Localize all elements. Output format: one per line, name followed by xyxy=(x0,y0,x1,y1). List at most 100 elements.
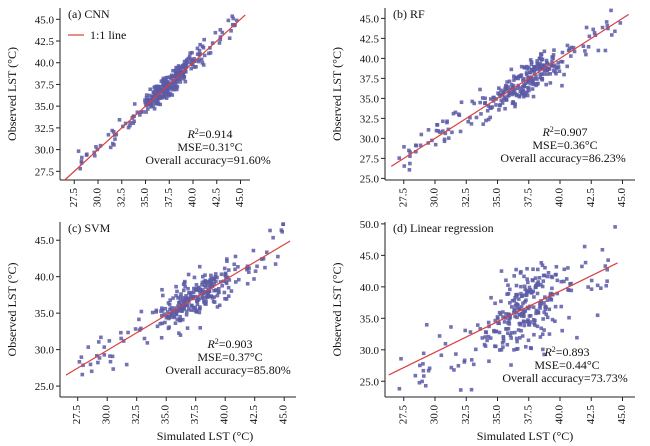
scatter-point xyxy=(507,90,511,95)
scatter-point xyxy=(170,87,174,92)
scatter-point xyxy=(169,312,174,317)
scatter-point xyxy=(426,368,431,373)
scatter-point xyxy=(519,328,523,333)
scatter-point xyxy=(509,305,514,309)
scatter-point xyxy=(478,87,482,92)
fit-line xyxy=(390,13,630,167)
x-tick-label: 27.5 xyxy=(397,188,409,208)
scatter-point xyxy=(426,128,431,132)
scatter-point xyxy=(500,101,505,105)
scatter-point xyxy=(499,299,503,304)
scatter-point xyxy=(443,341,448,346)
scatter-point xyxy=(562,72,566,77)
scatter-point xyxy=(566,266,570,270)
scatter-point xyxy=(468,330,473,334)
x-tick-label: 37.5 xyxy=(163,188,175,208)
scatter-point xyxy=(133,327,138,331)
scatter-point xyxy=(484,118,488,123)
scatter-point xyxy=(547,67,552,71)
scatter-point xyxy=(603,48,608,53)
scatter-point xyxy=(613,225,617,229)
scatter-point xyxy=(531,305,536,309)
scatter-point xyxy=(226,268,231,272)
scatter-point xyxy=(483,335,488,339)
x-tick-label: 35.0 xyxy=(139,188,151,208)
scatter-point xyxy=(496,321,500,325)
scatter-point xyxy=(443,131,448,136)
scatter-point xyxy=(499,92,504,97)
scatter-point xyxy=(108,359,113,364)
scatter-point xyxy=(162,90,166,94)
scatter-point xyxy=(548,81,553,85)
scatter-point xyxy=(510,298,515,303)
scatter-point xyxy=(520,89,525,94)
scatter-point xyxy=(438,130,442,135)
scatter-point xyxy=(194,283,199,287)
scatter-point xyxy=(535,59,539,63)
scatter-point xyxy=(584,25,589,30)
scatter-point xyxy=(198,291,202,295)
scatter-point xyxy=(187,297,191,302)
scatter-point xyxy=(167,92,172,96)
scatter-point xyxy=(529,289,534,294)
scatter-point xyxy=(541,347,545,352)
y-tick-label: 30.0 xyxy=(35,145,55,157)
scatter-point xyxy=(526,322,531,327)
scatter-point xyxy=(195,299,199,303)
scatter-point xyxy=(542,352,546,357)
scatter-point xyxy=(160,321,164,326)
scatter-point xyxy=(174,84,178,88)
scatter-points xyxy=(397,8,623,172)
scatter-point xyxy=(515,86,520,91)
y-tick-label: 25.0 xyxy=(360,173,380,185)
scatter-point xyxy=(226,285,231,290)
mse-stat: MSE=0.44°C xyxy=(534,358,599,372)
scatter-point xyxy=(550,317,555,322)
y-tick-label: 32.5 xyxy=(35,123,55,135)
scatter-point xyxy=(202,283,207,287)
scatter-point xyxy=(525,277,529,281)
scatter-point xyxy=(152,90,156,94)
scatter-point xyxy=(155,89,159,93)
scatter-point xyxy=(519,311,524,316)
accuracy-stat: Overall accuracy=91.60% xyxy=(145,153,270,167)
scatter-point xyxy=(518,271,523,275)
scatter-point xyxy=(157,89,162,93)
scatter-point xyxy=(421,351,426,356)
x-tick-label: 27.5 xyxy=(397,405,409,425)
scatter-point xyxy=(195,287,200,291)
scatter-point xyxy=(172,306,177,310)
scatter-point xyxy=(439,353,444,358)
scatter-point xyxy=(527,285,532,290)
scatter-point xyxy=(174,312,179,316)
scatter-point xyxy=(528,70,533,75)
scatter-point xyxy=(107,339,112,343)
scatter-point xyxy=(185,303,190,308)
fit-line xyxy=(388,262,618,376)
scatter-point xyxy=(160,287,164,292)
scatter-point xyxy=(150,310,155,315)
scatter-point xyxy=(233,280,238,284)
scatter-point xyxy=(587,34,592,39)
scatter-point xyxy=(539,282,543,287)
scatter-point xyxy=(533,285,538,290)
scatter-point xyxy=(515,75,520,80)
scatter-point xyxy=(512,298,517,303)
scatter-point xyxy=(171,296,175,300)
scatter-point xyxy=(480,96,485,100)
scatter-point xyxy=(540,263,545,268)
scatter-point xyxy=(423,383,428,388)
scatter-point xyxy=(226,18,231,23)
scatter-point xyxy=(217,41,222,45)
scatter-point xyxy=(441,129,445,133)
scatter-point xyxy=(160,78,165,83)
scatter-point xyxy=(171,74,176,78)
scatter-point xyxy=(186,286,190,291)
scatter-point xyxy=(205,292,210,296)
scatter-point xyxy=(572,49,577,54)
scatter-point xyxy=(199,57,204,62)
scatter-point xyxy=(222,290,227,295)
scatter-point xyxy=(517,297,521,301)
scatter-point xyxy=(545,61,550,66)
scatter-point xyxy=(236,277,241,282)
